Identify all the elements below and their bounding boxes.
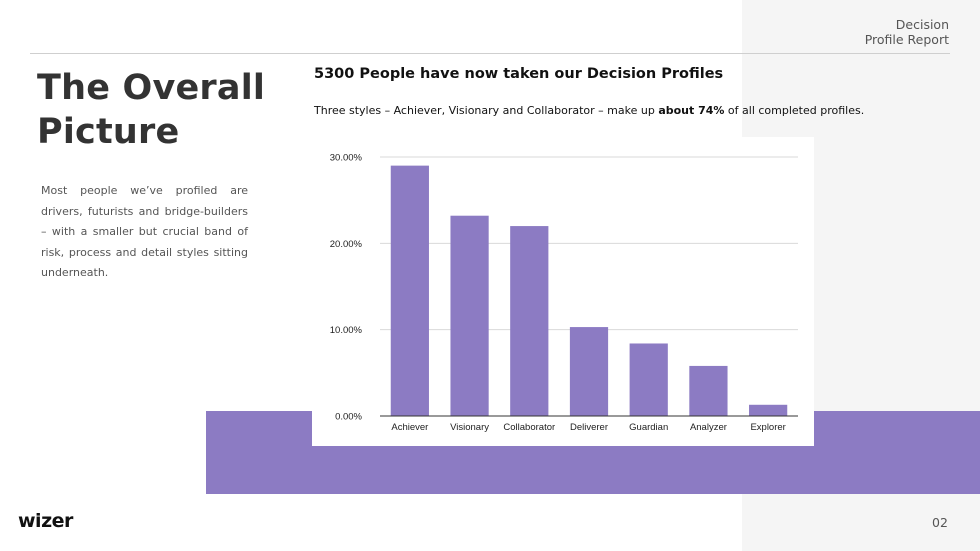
y-tick-label: 0.00% [335,412,362,423]
document-title: Decision Profile Report [865,17,949,47]
bar [689,365,728,416]
chart-card: 0.00% 10.00% 20.00% 30.00% Achiever Visionary… [312,137,814,446]
x-tick-label: Visionary [450,422,489,433]
x-tick-label: Achiever [391,422,428,433]
bar [450,215,489,416]
page-heading: The Overall Picture [37,66,297,154]
x-tick-label: Explorer [750,422,785,433]
x-tick-label: Analyzer [690,422,727,433]
page-number: 02 [932,515,948,530]
x-tick-label: Deliverer [570,422,608,433]
bar [569,327,609,416]
chart-subtitle-pre: Three styles – Achiever, Visionary and C… [314,104,659,117]
bar [510,226,549,416]
chart-title: 5300 People have now taken our Decision … [314,66,724,82]
x-tick-label: Collaborator [503,422,555,433]
chart-subtitle-bold: about 74% [658,104,725,117]
x-tick-label: Guardian [629,422,668,433]
heading-line1: The Overall [37,68,266,108]
chart-subtitle: Three styles – Achiever, Visionary and C… [314,104,874,117]
document-title-line1: Decision [895,17,949,32]
y-tick-label: 20.00% [330,239,363,250]
y-tick-label: 30.00% [330,153,363,164]
wizer-logo: wizer [18,510,73,532]
y-tick-label: 10.00% [330,325,363,336]
bar [749,404,788,416]
bar [390,165,429,416]
bar [629,343,668,416]
body-paragraph: Most people we’ve profiled are drivers, … [41,184,248,279]
bar-chart: 0.00% 10.00% 20.00% 30.00% Achiever Visionary… [330,153,798,433]
chart-subtitle-post: of all completed profiles. [724,104,865,117]
heading-line2: Picture [37,112,180,152]
document-title-line2: Profile Report [864,32,949,47]
header-divider [30,53,950,54]
